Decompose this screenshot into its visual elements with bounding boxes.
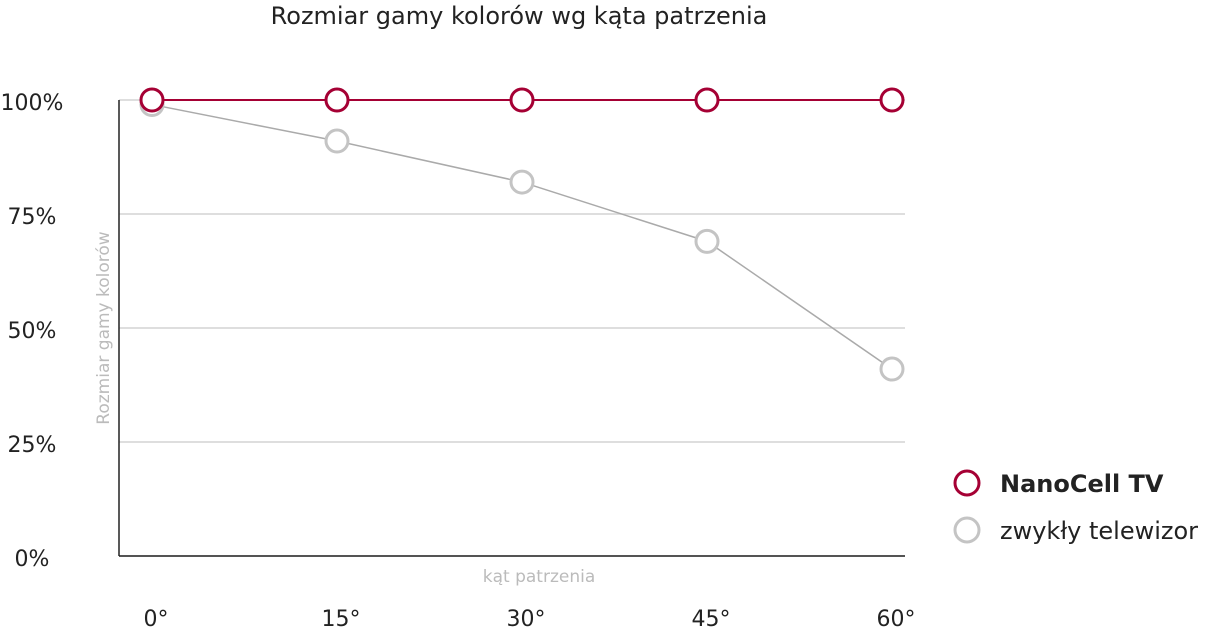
series-line bbox=[151, 103, 893, 370]
legend-marker bbox=[953, 469, 981, 497]
y-tick-label: 0% bbox=[15, 547, 50, 572]
x-tick-label: 0° bbox=[144, 607, 169, 632]
data-point bbox=[509, 169, 535, 195]
legend-label: NanoCell TV bbox=[1000, 470, 1164, 498]
legend-label: zwykły telewizor bbox=[1000, 517, 1198, 545]
data-point bbox=[694, 87, 720, 113]
data-point bbox=[879, 87, 905, 113]
data-point bbox=[139, 87, 165, 113]
legend-marker bbox=[953, 516, 981, 544]
y-axis-label: Rozmiar gamy kolorów bbox=[94, 231, 114, 424]
data-point bbox=[324, 128, 350, 154]
data-point bbox=[879, 356, 905, 382]
x-axis-label: kąt patrzenia bbox=[483, 567, 596, 587]
y-tick-label: 100% bbox=[1, 91, 64, 116]
data-point bbox=[694, 228, 720, 254]
chart-title: Rozmiar gamy kolorów wg kąta patrzenia bbox=[271, 2, 768, 30]
x-tick-label: 15° bbox=[322, 607, 361, 632]
data-point bbox=[509, 87, 535, 113]
data-point bbox=[324, 87, 350, 113]
y-tick-label: 25% bbox=[8, 433, 57, 458]
y-tick-label: 50% bbox=[8, 319, 57, 344]
x-tick-label: 45° bbox=[692, 607, 731, 632]
x-tick-label: 30° bbox=[507, 607, 546, 632]
x-tick-label: 60° bbox=[877, 607, 916, 632]
y-tick-label: 75% bbox=[8, 205, 57, 230]
